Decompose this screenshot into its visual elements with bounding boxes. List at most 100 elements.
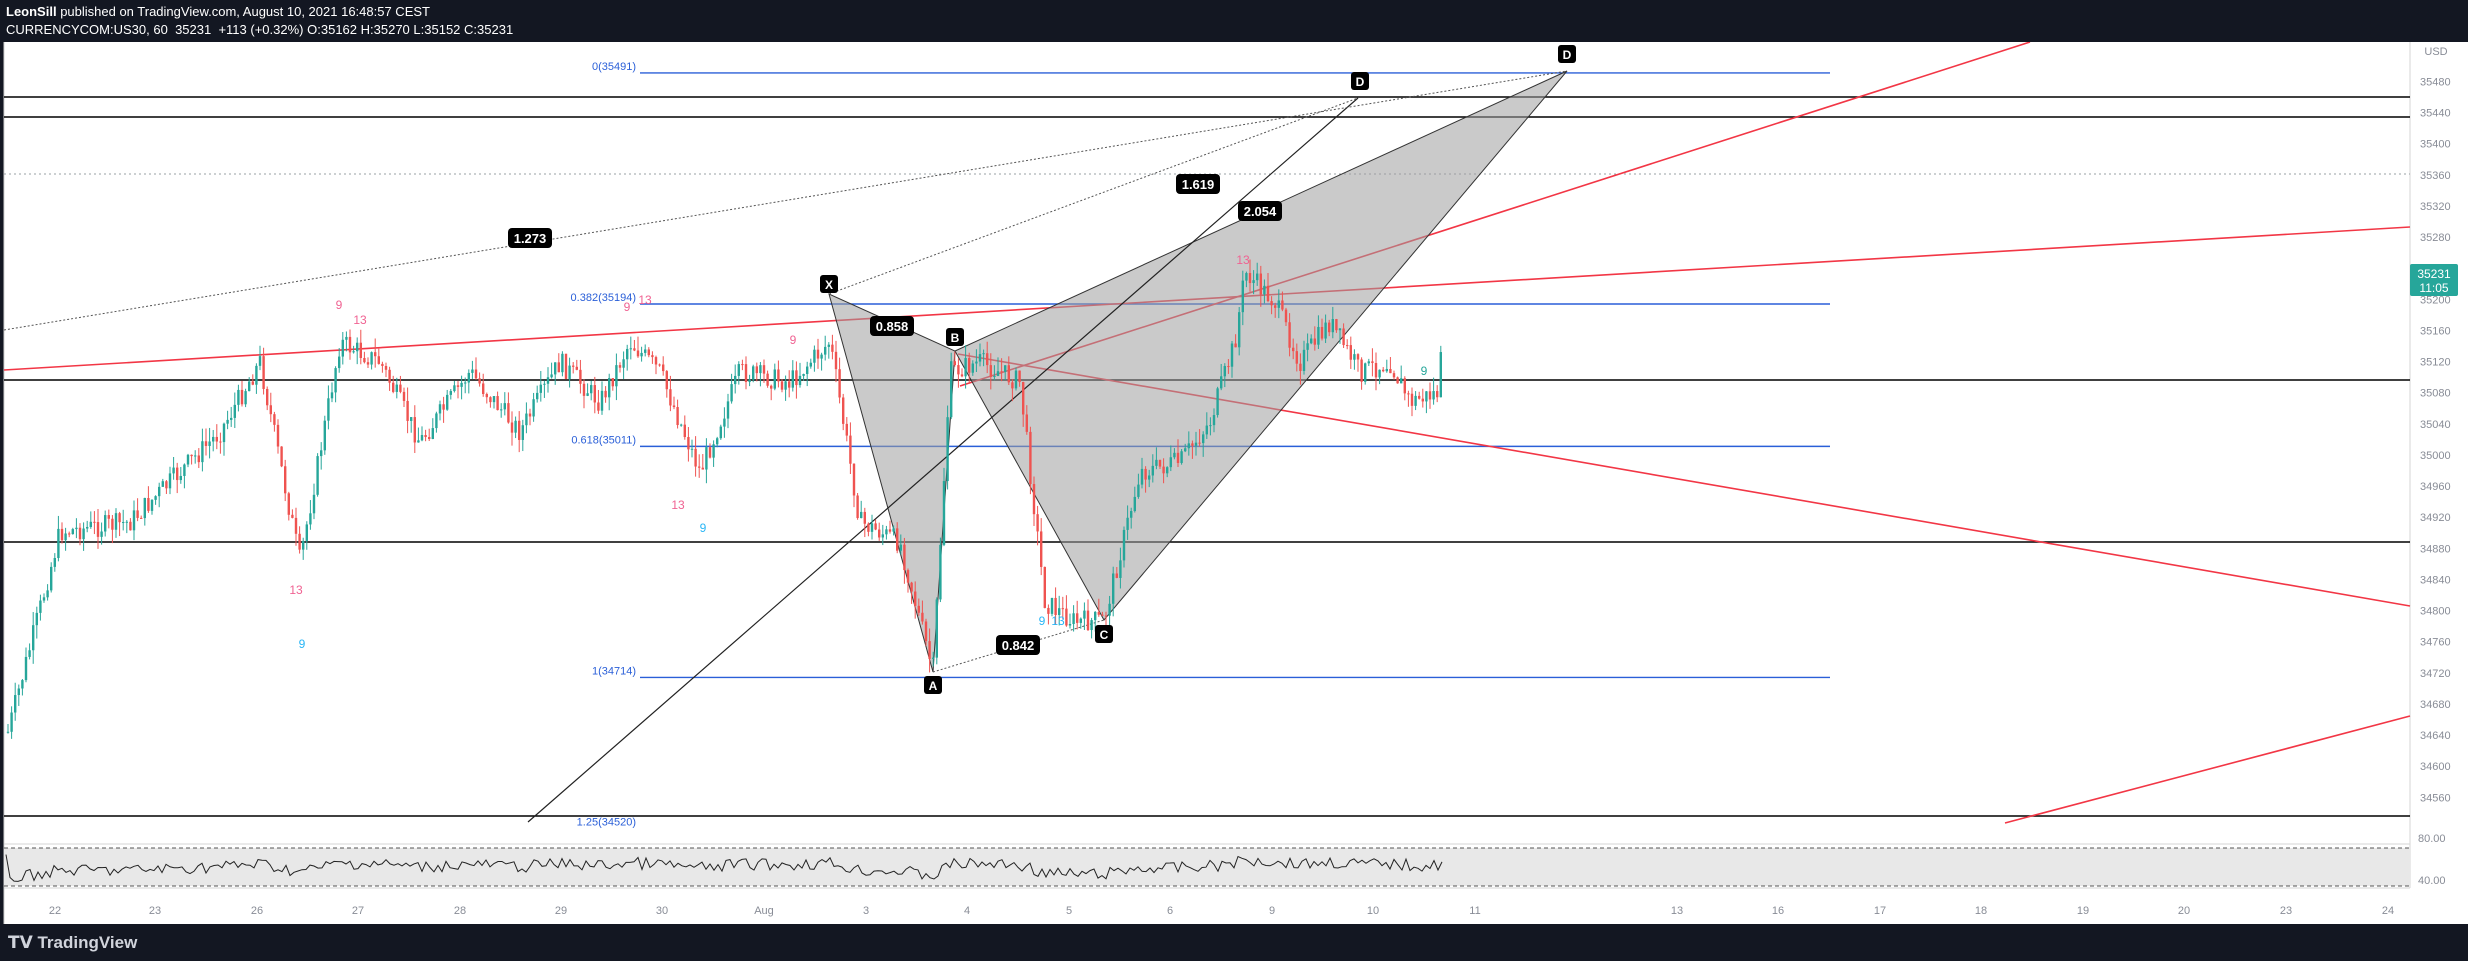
- candle-body: [518, 420, 521, 440]
- price-axis[interactable]: [2410, 42, 2468, 924]
- chart-header: LeonSill published on TradingView.com, A…: [0, 0, 2468, 42]
- price-tick-label: 35320: [2420, 201, 2451, 213]
- candle-body: [1076, 613, 1079, 623]
- candle-body: [197, 455, 200, 463]
- ratio-dotted-line: [3, 70, 1568, 331]
- time-axis[interactable]: 22 23 26 27 28 29 30 Aug 3 4 5 6 9 10 11 13 16 17 18 19 20 23…: [49, 905, 2394, 917]
- fib-level-label: 0.382(35194): [571, 292, 636, 304]
- candle-body: [1166, 467, 1169, 474]
- candle-body: [1263, 285, 1266, 295]
- candle-body: [226, 419, 229, 424]
- candle-body: [816, 349, 820, 359]
- ratio-label-box: [870, 316, 914, 336]
- low-label: L:: [413, 22, 425, 37]
- candle-body: [215, 436, 218, 442]
- candle-body: [1432, 391, 1435, 400]
- candle-body: [784, 381, 787, 390]
- projection-line: [527, 97, 1359, 823]
- candle-body: [752, 366, 755, 380]
- candle-body: [575, 366, 578, 370]
- open-value: 35162: [320, 22, 358, 37]
- candle-body: [1295, 351, 1298, 364]
- candle-body: [644, 349, 647, 353]
- price-change: +113 (+0.32%): [218, 22, 304, 37]
- pattern-point-box: [946, 328, 964, 346]
- candle-body: [968, 358, 971, 373]
- candle-body: [1356, 354, 1360, 360]
- candle-body: [284, 466, 287, 494]
- candle-body: [507, 403, 510, 423]
- candle-body: [986, 353, 989, 366]
- td-sequence-label: 9: [700, 521, 707, 535]
- candle-body: [1425, 391, 1428, 402]
- candle-body: [975, 361, 978, 364]
- candle-body: [597, 402, 600, 411]
- candle-body: [1004, 365, 1007, 372]
- bar-countdown: 11:05: [2419, 281, 2448, 295]
- candle-body: [744, 364, 748, 383]
- candle-body: [374, 352, 377, 357]
- candle-body: [546, 377, 550, 384]
- candle-body: [1418, 395, 1421, 399]
- candle-body: [366, 362, 370, 365]
- candle-body: [604, 390, 607, 398]
- candle-body: [39, 600, 42, 613]
- candle-body: [996, 371, 1000, 376]
- candle-body: [46, 590, 49, 598]
- publish-line: LeonSill published on TradingView.com, A…: [6, 4, 430, 19]
- candle-body: [780, 381, 784, 390]
- candle-body: [539, 384, 542, 393]
- candle-body: [888, 529, 892, 532]
- candle-body: [860, 511, 863, 519]
- candle-body: [1439, 352, 1442, 398]
- time-tick-label: 26: [251, 905, 263, 917]
- candle-body: [1414, 395, 1417, 406]
- candle-body: [6, 731, 10, 733]
- sequence-labels: 9 13 9 13 9 13 9 13 9 9 13 13 9: [289, 253, 1427, 651]
- candle-body: [777, 369, 780, 382]
- candle-body: [1284, 309, 1288, 323]
- candle-body: [125, 521, 128, 523]
- tradingview-logo[interactable]: 𝗧𝗩 TradingView: [8, 933, 137, 953]
- candle-body: [158, 486, 161, 497]
- candle-body: [446, 394, 449, 410]
- price-chart[interactable]: 0(35491) 0.382(35194) 0.618(35011) 1(34714)…: [0, 42, 2468, 924]
- candle-body: [719, 426, 722, 439]
- candle-body: [1018, 370, 1021, 383]
- candle-body: [665, 371, 668, 390]
- candle-body: [294, 517, 298, 534]
- candle-body: [827, 344, 830, 347]
- candle-body: [676, 407, 679, 426]
- candle-body: [424, 435, 427, 438]
- symbol-name[interactable]: CURRENCYCOM:US30, 60: [6, 22, 168, 37]
- trend-line: [2004, 715, 2411, 824]
- candle-body: [14, 695, 17, 713]
- ratio-label: 1.619: [1182, 177, 1215, 192]
- td-sequence-label: 13: [1051, 614, 1065, 628]
- candle-body: [204, 441, 208, 446]
- candle-body: [219, 441, 222, 443]
- candle-body: [1223, 366, 1226, 377]
- td-sequence-label: 9: [790, 333, 797, 347]
- candle-body: [892, 528, 895, 532]
- candle-body: [255, 365, 258, 385]
- candle-body: [1140, 468, 1144, 485]
- candle-body: [1385, 368, 1388, 372]
- candle-body: [770, 385, 773, 389]
- candle-body: [622, 359, 625, 368]
- candle-body: [1320, 326, 1324, 339]
- candle-body: [1112, 573, 1115, 604]
- candle-body: [1389, 368, 1392, 374]
- candle-body: [1324, 322, 1327, 339]
- candle-body: [1187, 443, 1190, 449]
- harmonic-pattern[interactable]: [3, 70, 1568, 823]
- candle-body: [1108, 603, 1111, 616]
- candle-body: [939, 544, 942, 600]
- candle-body: [17, 688, 20, 696]
- candle-body: [1227, 366, 1230, 368]
- candle-body: [251, 381, 254, 385]
- candle-body: [489, 397, 492, 403]
- candle-body: [730, 384, 733, 402]
- author-name[interactable]: LeonSill: [6, 4, 57, 19]
- tv-logo-icon: 𝗧𝗩: [8, 933, 38, 952]
